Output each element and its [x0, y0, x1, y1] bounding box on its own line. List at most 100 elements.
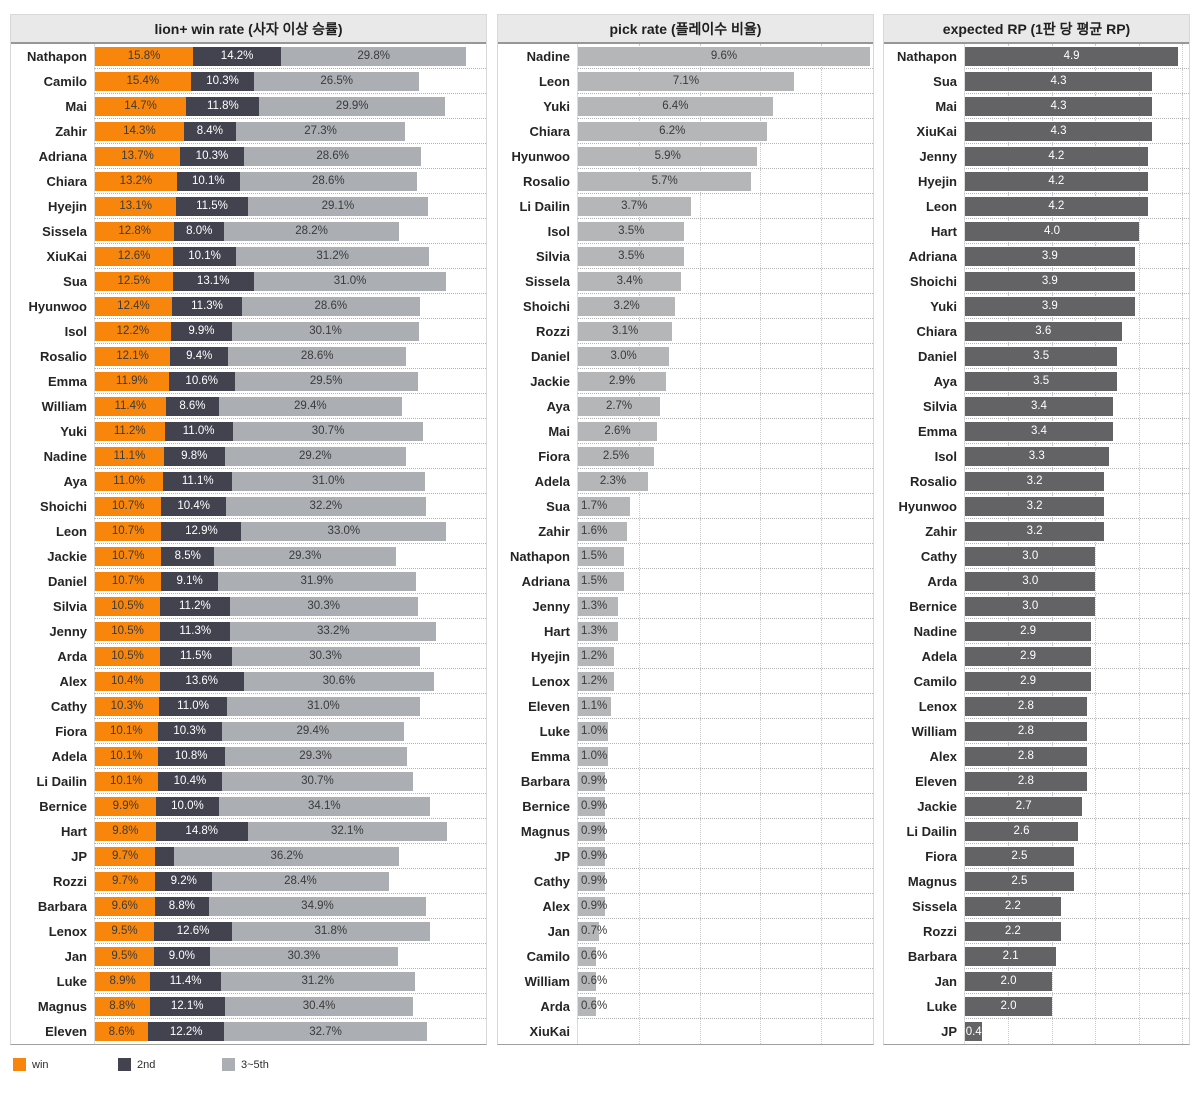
- pick-rate-bar[interactable]: 2.5%: [578, 446, 655, 466]
- rest-bar-segment[interactable]: 28.6%: [243, 146, 422, 166]
- win-bar-segment[interactable]: 12.1%: [95, 346, 171, 366]
- win-bar-segment[interactable]: 10.1%: [95, 721, 158, 741]
- win-bar-segment[interactable]: 14.3%: [95, 121, 184, 141]
- rest-bar-segment[interactable]: 31.0%: [227, 696, 420, 716]
- second-bar-segment[interactable]: 11.5%: [160, 646, 232, 666]
- expected-rp-bar[interactable]: 2.9: [965, 646, 1092, 666]
- win-bar-segment[interactable]: 12.2%: [95, 321, 171, 341]
- second-bar-segment[interactable]: 10.3%: [180, 146, 244, 166]
- rest-bar-segment[interactable]: 32.2%: [225, 496, 426, 516]
- pick-rate-bar[interactable]: 1.5%: [578, 546, 624, 566]
- win-bar-segment[interactable]: 10.3%: [95, 696, 159, 716]
- win-bar-segment[interactable]: 15.8%: [95, 46, 194, 66]
- second-bar-segment[interactable]: 11.8%: [186, 96, 260, 116]
- expected-rp-bar[interactable]: 2.2: [965, 921, 1061, 941]
- second-bar-segment[interactable]: 10.6%: [168, 371, 235, 391]
- pick-rate-bar[interactable]: 3.7%: [578, 196, 691, 216]
- second-bar-segment[interactable]: 10.0%: [156, 796, 219, 816]
- expected-rp-bar[interactable]: 3.5: [965, 371, 1118, 391]
- pick-rate-bar[interactable]: 5.7%: [578, 171, 752, 191]
- second-bar-segment[interactable]: 8.4%: [183, 121, 236, 141]
- second-bar-segment[interactable]: 9.4%: [170, 346, 229, 366]
- rest-bar-segment[interactable]: 28.6%: [239, 171, 418, 191]
- expected-rp-bar[interactable]: 2.8: [965, 696, 1087, 716]
- rest-bar-segment[interactable]: 36.2%: [174, 846, 400, 866]
- win-bar-segment[interactable]: 11.9%: [95, 371, 169, 391]
- expected-rp-bar[interactable]: 3.2: [965, 521, 1105, 541]
- rest-bar-segment[interactable]: 30.3%: [229, 596, 418, 616]
- win-bar-segment[interactable]: 11.4%: [95, 396, 166, 416]
- win-bar-segment[interactable]: 10.5%: [95, 621, 161, 641]
- rest-bar-segment[interactable]: 30.1%: [232, 321, 419, 341]
- pick-rate-bar[interactable]: 2.7%: [578, 396, 661, 416]
- rest-bar-segment[interactable]: 28.6%: [228, 346, 406, 366]
- second-bar-segment[interactable]: 8.8%: [154, 896, 210, 916]
- win-bar-segment[interactable]: 10.1%: [95, 771, 158, 791]
- expected-rp-bar[interactable]: 2.0: [965, 971, 1052, 991]
- second-bar-segment[interactable]: 12.6%: [153, 921, 233, 941]
- rest-bar-segment[interactable]: 28.4%: [212, 871, 389, 891]
- rest-bar-segment[interactable]: 29.3%: [214, 546, 396, 566]
- second-bar-segment[interactable]: 8.0%: [174, 221, 225, 241]
- win-bar-segment[interactable]: 12.8%: [95, 221, 175, 241]
- second-bar-segment[interactable]: 9.2%: [155, 871, 213, 891]
- pick-rate-bar[interactable]: 1.3%: [578, 621, 618, 641]
- rest-bar-segment[interactable]: 34.1%: [218, 796, 431, 816]
- expected-rp-bar[interactable]: 4.2: [965, 146, 1148, 166]
- win-bar-segment[interactable]: 8.6%: [95, 1022, 149, 1041]
- pick-rate-bar[interactable]: 1.1%: [578, 696, 612, 716]
- win-bar-segment[interactable]: 9.6%: [95, 896, 155, 916]
- expected-rp-bar[interactable]: 2.2: [965, 896, 1061, 916]
- rest-bar-segment[interactable]: 27.3%: [235, 121, 406, 141]
- win-bar-segment[interactable]: 10.4%: [95, 671, 160, 691]
- pick-rate-bar[interactable]: 2.6%: [578, 421, 658, 441]
- second-bar-segment[interactable]: 9.8%: [163, 446, 225, 466]
- win-bar-segment[interactable]: 10.7%: [95, 496, 162, 516]
- win-bar-segment[interactable]: 10.5%: [95, 596, 161, 616]
- expected-rp-bar[interactable]: 4.3: [965, 96, 1153, 116]
- expected-rp-bar[interactable]: 4.3: [965, 71, 1153, 91]
- rest-bar-segment[interactable]: 26.5%: [254, 71, 419, 91]
- rest-bar-segment[interactable]: 32.1%: [247, 821, 447, 841]
- expected-rp-bar[interactable]: 3.5: [965, 346, 1118, 366]
- rest-bar-segment[interactable]: 29.5%: [234, 371, 418, 391]
- win-bar-segment[interactable]: 14.7%: [95, 96, 187, 116]
- win-bar-segment[interactable]: 10.7%: [95, 546, 162, 566]
- expected-rp-bar[interactable]: 4.2: [965, 196, 1148, 216]
- expected-rp-bar[interactable]: 3.9: [965, 246, 1135, 266]
- second-bar-segment[interactable]: 11.0%: [164, 421, 233, 441]
- win-bar-segment[interactable]: 12.5%: [95, 271, 173, 291]
- expected-rp-bar[interactable]: 3.0: [965, 546, 1096, 566]
- win-bar-segment[interactable]: 9.7%: [95, 871, 156, 891]
- rest-bar-segment[interactable]: 31.0%: [232, 471, 425, 491]
- expected-rp-bar[interactable]: 3.0: [965, 596, 1096, 616]
- second-bar-segment[interactable]: 12.1%: [149, 996, 225, 1016]
- expected-rp-bar[interactable]: 2.9: [965, 621, 1092, 641]
- second-bar-segment[interactable]: 14.2%: [193, 46, 282, 66]
- win-bar-segment[interactable]: 9.7%: [95, 846, 156, 866]
- pick-rate-bar[interactable]: 0.9%: [578, 846, 607, 866]
- pick-rate-bar[interactable]: 1.5%: [578, 571, 624, 591]
- win-bar-segment[interactable]: 9.5%: [95, 946, 154, 966]
- rest-bar-segment[interactable]: 28.6%: [242, 296, 420, 316]
- second-bar-segment[interactable]: 10.8%: [157, 746, 225, 766]
- rest-bar-segment[interactable]: 34.9%: [209, 896, 426, 916]
- rest-bar-segment[interactable]: 29.2%: [224, 446, 406, 466]
- pick-rate-bar[interactable]: 0.6%: [578, 946, 607, 966]
- expected-rp-bar[interactable]: 0.4: [965, 1022, 983, 1041]
- pick-rate-bar[interactable]: 5.9%: [578, 146, 758, 166]
- second-bar-segment[interactable]: 12.2%: [148, 1022, 225, 1041]
- rest-bar-segment[interactable]: 30.6%: [243, 671, 434, 691]
- second-bar-segment[interactable]: [155, 846, 175, 866]
- rest-bar-segment[interactable]: 32.7%: [224, 1022, 427, 1041]
- pick-rate-bar[interactable]: 0.6%: [578, 971, 607, 991]
- pick-rate-bar[interactable]: 0.9%: [578, 821, 607, 841]
- rest-bar-segment[interactable]: 29.1%: [247, 196, 429, 216]
- pick-rate-bar[interactable]: 1.0%: [578, 746, 609, 766]
- rest-bar-segment[interactable]: 31.8%: [232, 921, 430, 941]
- pick-rate-bar[interactable]: 1.2%: [578, 646, 615, 666]
- pick-rate-bar[interactable]: 0.9%: [578, 871, 607, 891]
- pick-rate-bar[interactable]: 0.9%: [578, 796, 607, 816]
- second-bar-segment[interactable]: 8.5%: [161, 546, 215, 566]
- expected-rp-bar[interactable]: 3.2: [965, 471, 1105, 491]
